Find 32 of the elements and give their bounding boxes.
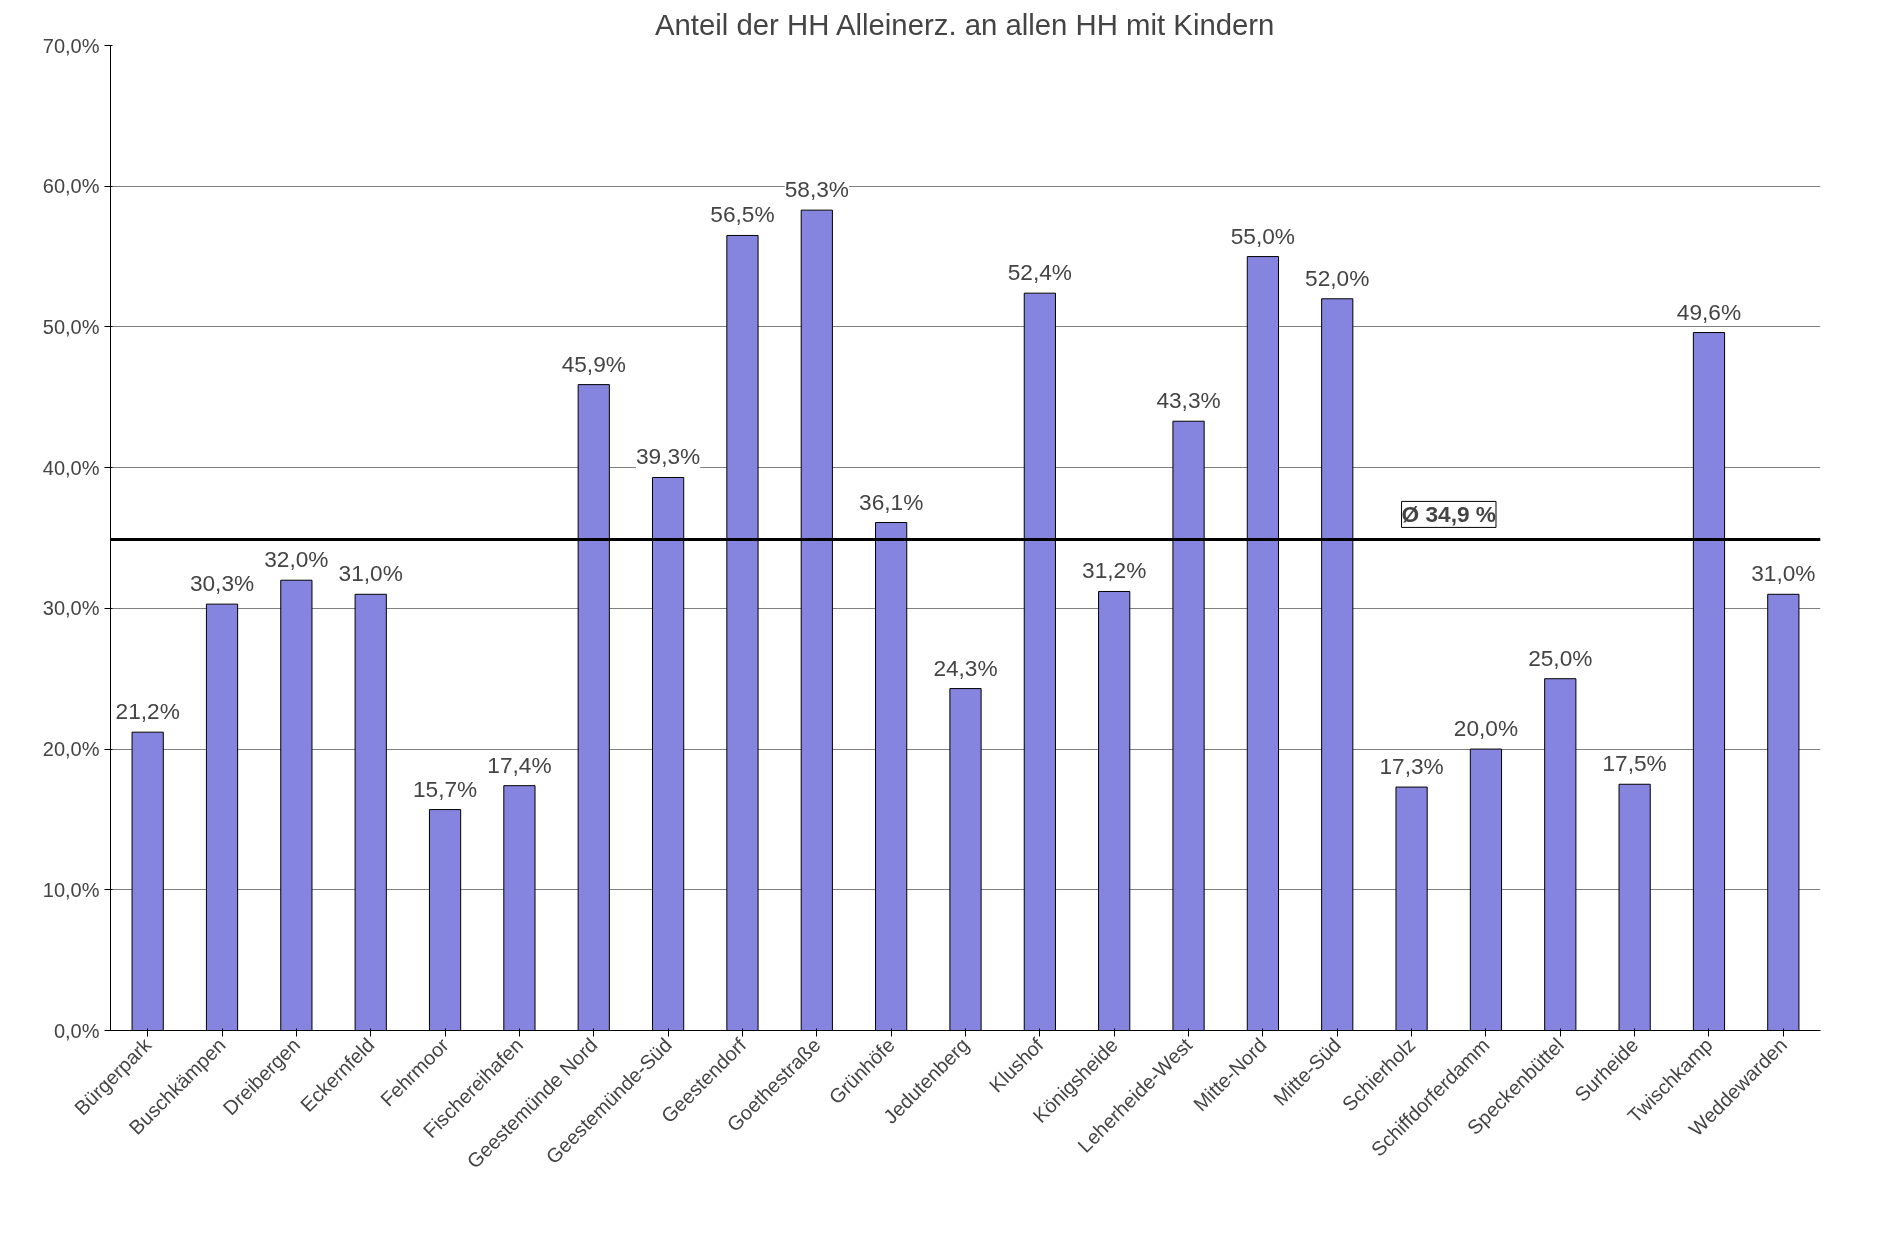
y-tick-label: 10,0% bbox=[42, 878, 100, 901]
data-label: 45,9% bbox=[561, 350, 626, 377]
chart-title: Anteil der HH Alleinerz. an allen HH mit Kindern bbox=[654, 7, 1275, 41]
y-tick-label: 40,0% bbox=[42, 456, 100, 479]
data-label: 56,5% bbox=[710, 201, 775, 228]
y-tick-label: 50,0% bbox=[42, 315, 100, 338]
data-label: 31,2% bbox=[1082, 557, 1147, 584]
data-label: 43,3% bbox=[1156, 387, 1221, 414]
data-label: 15,7% bbox=[412, 775, 478, 802]
y-tick-label: 20,0% bbox=[42, 738, 100, 761]
y-tick-label: 60,0% bbox=[42, 175, 100, 198]
data-label: 17,4% bbox=[487, 751, 552, 778]
y-tick-label: 30,0% bbox=[42, 597, 100, 620]
y-tick-label: 0,0% bbox=[53, 1019, 100, 1042]
data-label: 31,0% bbox=[1751, 560, 1816, 587]
y-tick-label: 70,0% bbox=[42, 34, 100, 57]
data-label: 31,0% bbox=[338, 560, 403, 587]
data-label: 17,5% bbox=[1602, 750, 1667, 777]
data-label: 32,0% bbox=[264, 546, 329, 573]
data-label: 49,6% bbox=[1676, 298, 1742, 325]
data-label: 25,0% bbox=[1528, 644, 1593, 671]
data-label: 58,3% bbox=[784, 176, 849, 203]
data-label: 24,3% bbox=[933, 654, 998, 681]
data-label: 20,0% bbox=[1453, 715, 1519, 742]
data-label: 52,0% bbox=[1305, 264, 1370, 291]
data-label: 52,4% bbox=[1007, 259, 1072, 286]
data-label: 39,3% bbox=[635, 443, 701, 470]
data-label: 30,3% bbox=[189, 570, 255, 597]
data-label: 17,3% bbox=[1379, 753, 1444, 780]
data-label: 36,1% bbox=[859, 488, 924, 515]
data-label: 21,2% bbox=[115, 698, 180, 725]
data-label: 55,0% bbox=[1230, 222, 1296, 249]
